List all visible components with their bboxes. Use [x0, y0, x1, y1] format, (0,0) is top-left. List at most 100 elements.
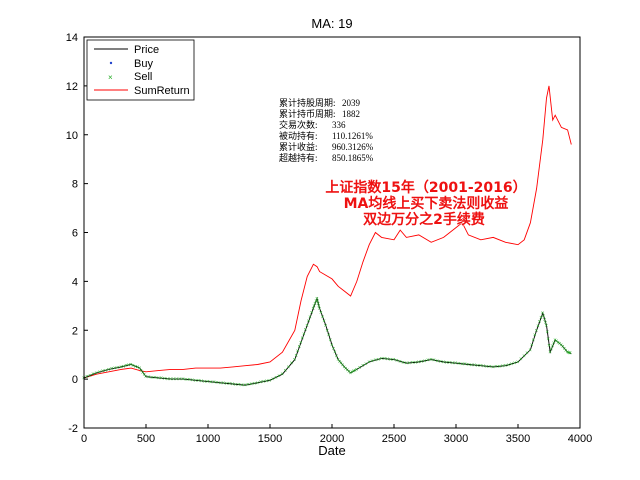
sell-marker: × — [181, 377, 185, 383]
sell-marker: × — [212, 380, 216, 386]
sell-marker: × — [568, 351, 572, 357]
sell-marker: × — [339, 361, 343, 367]
y-axis: -2 0 2 4 6 8 10 12 14 — [66, 32, 88, 435]
sell-marker: × — [536, 324, 540, 330]
sell-marker: × — [85, 375, 89, 381]
y-tick-label: 6 — [72, 228, 78, 240]
sell-marker: × — [556, 341, 560, 347]
stat-label: 累计持币周期: — [279, 108, 336, 119]
sell-marker: × — [322, 319, 326, 325]
red-annotation-line: 双边万分之2手续费 — [363, 211, 485, 228]
sell-marker: × — [142, 373, 146, 379]
sell-marker: × — [243, 383, 247, 389]
sell-marker: × — [160, 376, 164, 382]
legend-sell-swatch: × — [108, 73, 113, 82]
sell-marker: × — [122, 364, 126, 370]
sell-marker: × — [166, 377, 170, 383]
sell-marker: × — [107, 367, 111, 373]
sell-marker: × — [550, 347, 554, 353]
sell-marker: × — [144, 375, 148, 381]
sell-marker: × — [545, 323, 549, 329]
sell-marker: × — [194, 378, 198, 384]
sell-marker: × — [310, 311, 314, 317]
sell-marker: × — [401, 360, 405, 366]
sell-marker: × — [341, 363, 345, 369]
sell-marker: × — [304, 328, 308, 334]
sell-marker: × — [528, 348, 532, 354]
sell-marker: × — [88, 374, 92, 380]
sell-marker: × — [308, 315, 312, 321]
sell-marker: × — [538, 320, 542, 326]
sell-marker: × — [150, 375, 154, 381]
sell-marker: × — [525, 351, 529, 357]
sell-marker: × — [119, 365, 123, 371]
sell-marker: × — [414, 360, 418, 366]
stat-value: 850.1865% — [332, 153, 374, 163]
sell-marker: × — [429, 358, 433, 364]
sell-marker: × — [417, 360, 421, 366]
sell-marker: × — [383, 357, 387, 363]
sell-marker: × — [94, 371, 98, 377]
sell-marker: × — [228, 382, 232, 388]
sell-marker: × — [555, 339, 559, 345]
sell-marker: × — [305, 323, 309, 329]
y-tick-label: 4 — [72, 276, 78, 288]
sell-marker: × — [530, 343, 534, 349]
sell-marker: × — [535, 328, 539, 334]
legend-label: Sell — [134, 71, 152, 83]
red-annotation: 上证指数15年（2001-2016） MA均线上买下卖法则收益 双边万分之2手续… — [325, 179, 527, 229]
y-tick-label: 10 — [66, 130, 78, 142]
sell-marker: × — [169, 377, 173, 383]
sell-marker: × — [559, 343, 563, 349]
sell-marker: × — [423, 359, 427, 365]
sell-marker: × — [532, 338, 536, 344]
stat-label: 交易次数: — [279, 119, 318, 130]
x-tick-label: 3500 — [506, 433, 530, 445]
x-tick-label: 4000 — [568, 433, 592, 445]
sell-marker: × — [513, 361, 517, 367]
y-tick-label: 8 — [72, 179, 78, 191]
stat-value: 2039 — [342, 98, 361, 108]
sell-marker: × — [408, 361, 412, 367]
sell-marker: × — [519, 357, 523, 363]
sell-marker: × — [316, 299, 320, 305]
sell-marker: × — [451, 361, 455, 367]
sell-marker: × — [265, 379, 269, 385]
sell-marker: × — [355, 367, 359, 373]
stats-annotation: 累计持股周期: 2039 累计持币周期: 1882 交易次数: 336 被动持有… — [279, 97, 374, 163]
sell-marker: × — [439, 359, 443, 365]
sell-marker: × — [318, 306, 322, 312]
sell-marker: × — [218, 381, 222, 387]
sell-marker: × — [504, 364, 508, 370]
sell-marker: × — [312, 304, 316, 310]
sell-marker: × — [463, 362, 467, 368]
sell-marker: × — [280, 372, 284, 378]
stat-label: 累计收益: — [279, 141, 318, 152]
sell-marker: × — [347, 370, 351, 376]
sell-marker: × — [442, 360, 446, 366]
sell-marker: × — [231, 382, 235, 388]
sell-marker: × — [203, 379, 207, 385]
y-tick-label: 12 — [66, 81, 78, 93]
sell-marker: × — [533, 333, 537, 339]
sell-marker: × — [113, 366, 117, 372]
sell-marker: × — [262, 380, 266, 386]
sell-marker: × — [284, 369, 288, 375]
sell-marker: × — [131, 363, 135, 369]
sell-marker: × — [316, 301, 320, 307]
sell-marker: × — [367, 360, 371, 366]
sell-marker: × — [552, 341, 556, 347]
x-tick-label: 3000 — [444, 433, 468, 445]
sell-marker: × — [175, 377, 179, 383]
sell-marker: × — [547, 344, 551, 350]
sell-marker: × — [566, 350, 570, 356]
y-tick-label: -2 — [68, 423, 78, 435]
legend-buy-swatch — [109, 61, 113, 65]
sell-marker: × — [178, 377, 182, 383]
sell-marker: × — [457, 362, 461, 368]
sell-marker: × — [350, 370, 354, 376]
sell-marker: × — [386, 357, 390, 363]
sell-marker: × — [91, 372, 95, 378]
sell-marker: × — [411, 361, 415, 367]
